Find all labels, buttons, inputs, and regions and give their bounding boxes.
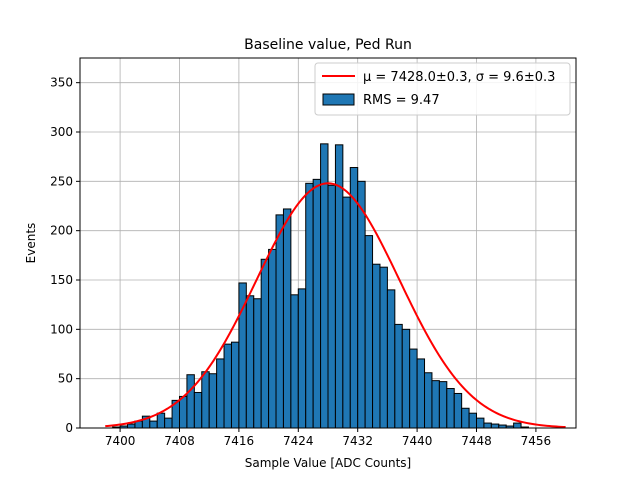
histogram-bar (282, 208, 292, 429)
histogram-bar (372, 263, 381, 429)
histogram-bar (297, 288, 307, 429)
histogram-bar (223, 343, 232, 429)
histogram-bar (342, 196, 351, 429)
x-tick-label: 7424 (283, 434, 314, 448)
y-tick-label: 300 (50, 125, 73, 139)
histogram-bar (327, 184, 336, 429)
y-tick-label: 200 (50, 224, 73, 238)
histogram-bar (230, 341, 240, 429)
histogram-bar (461, 407, 470, 429)
y-tick-label: 0 (65, 421, 73, 435)
y-tick-label: 50 (58, 372, 73, 386)
histogram-bar (401, 328, 411, 429)
histogram-bar (446, 388, 455, 429)
histogram-bar (268, 248, 277, 429)
histogram-bar (453, 392, 463, 429)
y-tick-label: 150 (50, 273, 73, 287)
legend-fit-label: μ = 7428.0±0.3, σ = 9.6±0.3 (363, 70, 555, 85)
y-tick-label: 350 (50, 76, 73, 90)
legend: μ = 7428.0±0.3, σ = 9.6±0.3 RMS = 9.47 (314, 62, 571, 116)
histogram-bar (416, 358, 426, 429)
histogram-bars (112, 143, 529, 429)
legend-box (314, 62, 571, 116)
histogram-bar (156, 412, 166, 429)
histogram-bar (483, 422, 492, 429)
x-axis-ticks: 7400 7408 7416 7424 7432 7440 7448 7456 (105, 428, 551, 448)
plot-frame (79, 57, 577, 429)
y-tick-label: 250 (50, 174, 73, 188)
histogram-bar (312, 178, 322, 429)
x-axis-label: Sample Value [ADC Counts] (245, 456, 411, 470)
y-axis-ticks: 0 50 100 150 200 250 300 350 (50, 76, 80, 435)
histogram-bar (260, 258, 270, 429)
x-tick-label: 7408 (164, 434, 195, 448)
histogram-bar (253, 298, 262, 429)
histogram-bar (394, 323, 403, 429)
histogram-bar (409, 348, 418, 429)
x-tick-label: 7440 (402, 434, 433, 448)
histogram-bar (127, 423, 136, 429)
histogram-bar (320, 143, 329, 429)
histogram-bar (357, 180, 366, 429)
histogram-bar (164, 417, 173, 429)
gaussian-fit-curve (105, 182, 566, 429)
x-tick-label: 7456 (521, 434, 552, 448)
histogram-bar (208, 373, 218, 429)
histogram-bar (364, 235, 374, 429)
x-tick-label: 7416 (224, 434, 255, 448)
legend-hist-swatch (322, 93, 355, 106)
histogram-bar (513, 422, 522, 429)
histogram-bar (305, 182, 314, 429)
legend-hist-label: RMS = 9.47 (363, 93, 440, 108)
histogram-bar (468, 412, 478, 429)
histogram-bar (438, 381, 448, 429)
histogram-bar (193, 391, 203, 429)
histogram-bar (149, 420, 158, 429)
x-tick-label: 7432 (342, 434, 373, 448)
histogram-bar (201, 371, 210, 429)
histogram-bar (245, 295, 255, 429)
histogram-bar (290, 294, 299, 429)
histogram-bar (178, 395, 188, 429)
histogram-bar (216, 358, 225, 429)
histogram-bar (379, 266, 388, 429)
y-tick-label: 100 (50, 322, 73, 336)
histogram-bar (386, 289, 396, 429)
y-axis-label: Events (24, 223, 38, 264)
histogram-bar (424, 372, 433, 429)
histogram-bar (186, 374, 195, 429)
histogram-bar (490, 423, 500, 429)
x-tick-label: 7448 (461, 434, 492, 448)
histogram-bar (275, 214, 284, 429)
histogram-bar (349, 167, 359, 429)
histogram-bar (431, 380, 440, 429)
chart-title: Baseline value, Ped Run (244, 37, 412, 53)
x-tick-label: 7400 (105, 434, 136, 448)
histogram-bar (476, 417, 485, 429)
